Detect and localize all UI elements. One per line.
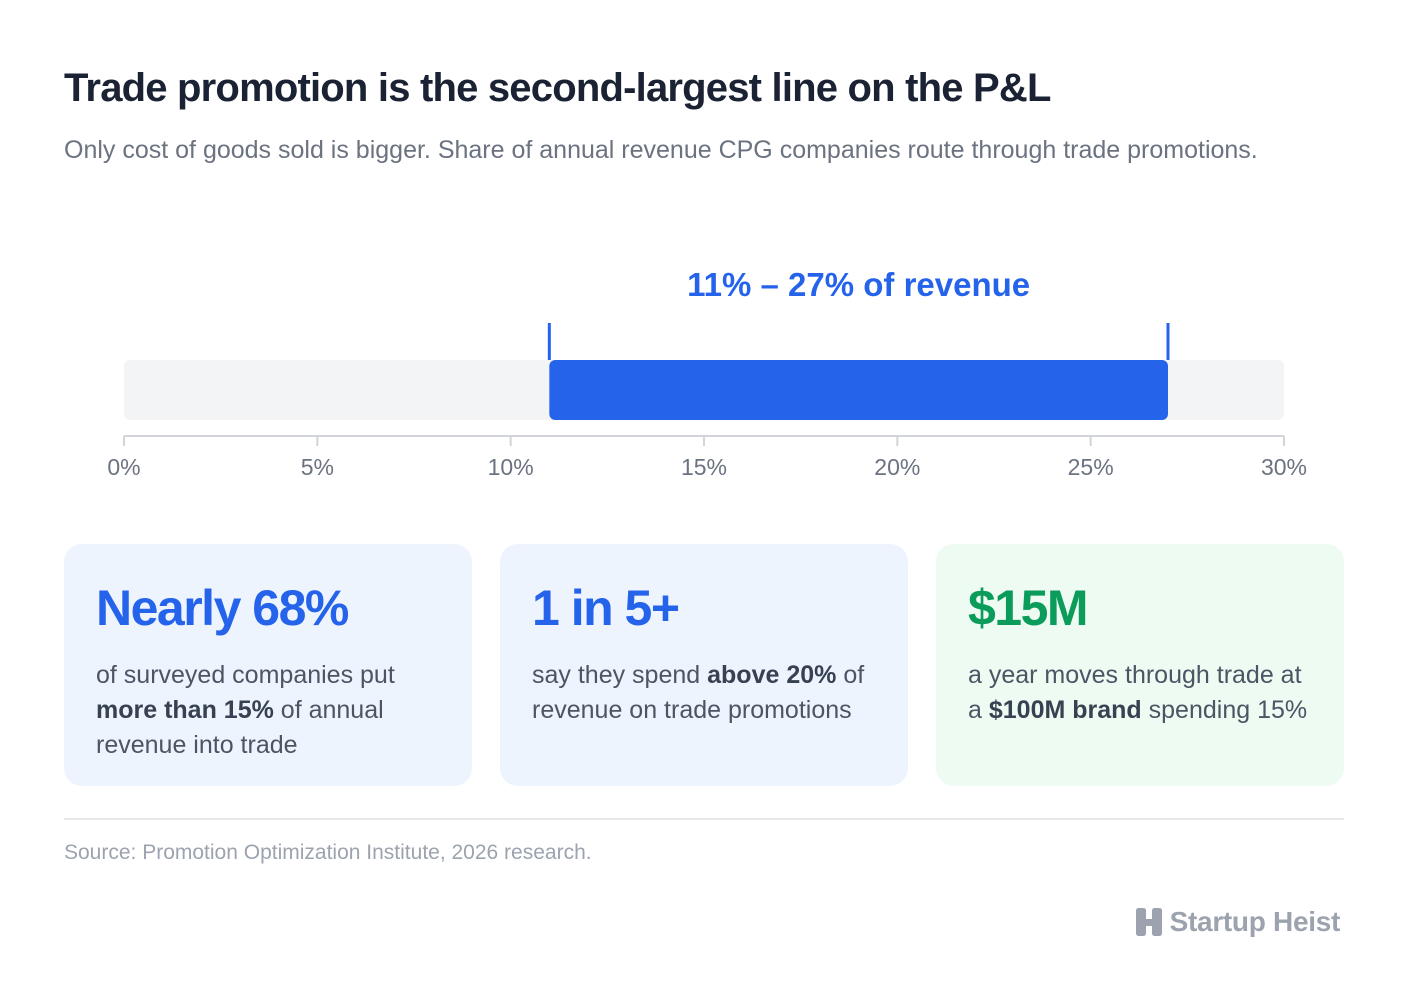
x-tick-label: 5%: [301, 454, 334, 480]
stat-value: Nearly 68%: [96, 580, 349, 636]
x-tick-label: 25%: [1068, 454, 1114, 480]
stat-value: 1 in 5+: [532, 580, 680, 636]
source-note: Source: Promotion Optimization Institute…: [64, 841, 592, 864]
brand-logo: Startup Heist: [1135, 906, 1341, 938]
range-bar: [549, 360, 1168, 420]
x-tick-label: 20%: [874, 454, 920, 480]
chart-title: Trade promotion is the second-largest li…: [64, 66, 1051, 110]
building-icon: [1135, 908, 1162, 936]
stat-value: $15M: [968, 580, 1089, 636]
stat-description: a year moves through trade at a $100M br…: [968, 661, 1308, 724]
chart-subtitle: Only cost of goods sold is bigger. Share…: [64, 136, 1258, 164]
range-chart: 11% – 27% of revenue 0% 5% 10% 15% 20% 25% 30%: [107, 266, 1307, 480]
stat-description: of surveyed companies put more than 15% …: [96, 661, 395, 759]
brand-name: Startup Heist: [1169, 906, 1341, 937]
x-tick-label: 15%: [681, 454, 727, 480]
stat-card-share: Nearly 68% of surveyed companies put mor…: [64, 544, 472, 786]
x-tick-label: 30%: [1261, 454, 1307, 480]
stat-card-ratio: 1 in 5+ say they spend above 20% of reve…: [500, 544, 908, 786]
x-tick-label: 0%: [107, 454, 140, 480]
stat-card-dollars: $15M a year moves through trade at a $10…: [936, 544, 1344, 786]
footer-divider: [64, 818, 1344, 820]
x-tick-label: 10%: [488, 454, 534, 480]
stat-description: say they spend above 20% of revenue on t…: [532, 661, 865, 724]
range-label: 11% – 27% of revenue: [687, 266, 1030, 303]
stat-cards: Nearly 68% of surveyed companies put mor…: [64, 544, 1344, 786]
